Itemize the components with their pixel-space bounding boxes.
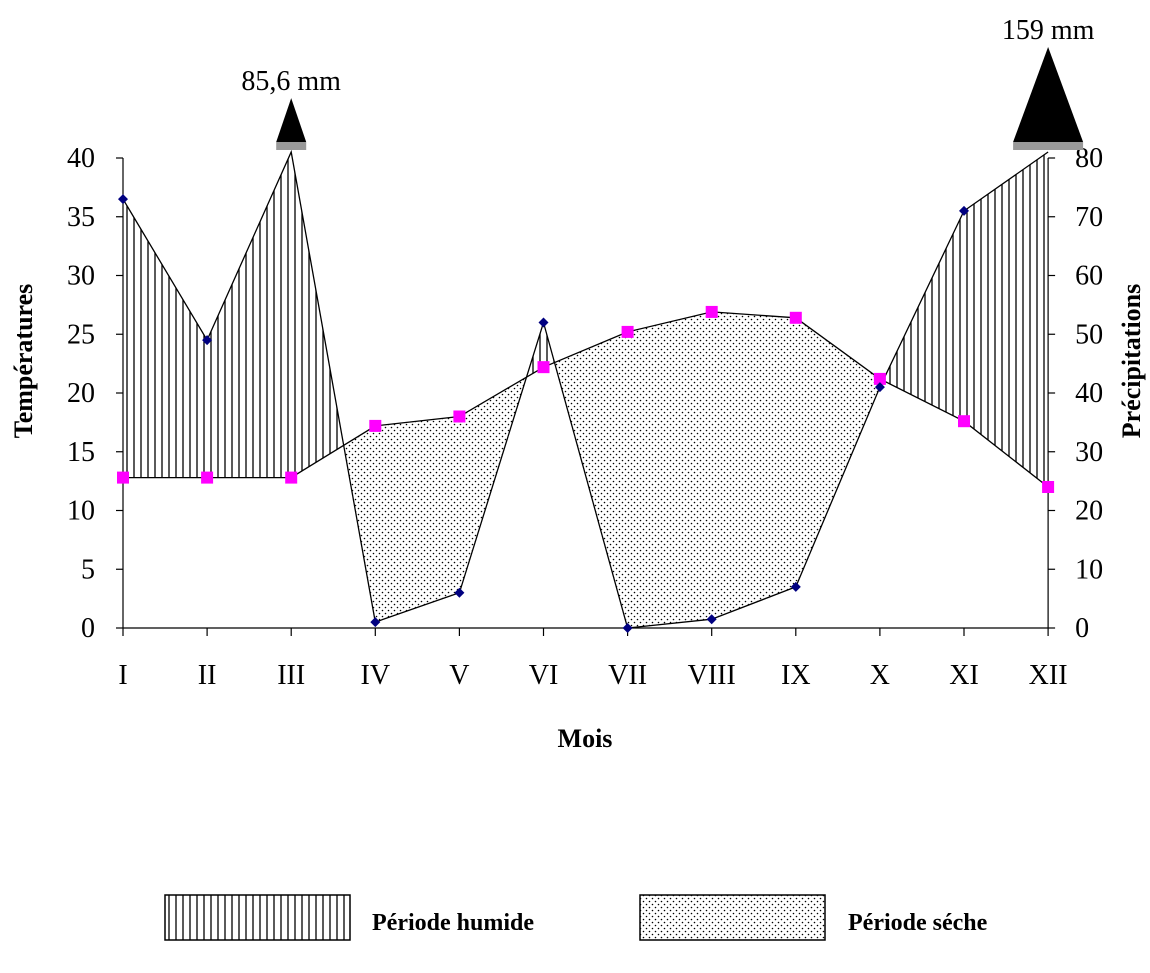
y-left-tick-label: 25 xyxy=(67,319,95,350)
x-tick-label: IV xyxy=(361,660,391,691)
x-tick-label: XI xyxy=(949,660,979,691)
peak-annotation-label: 85,6 mm xyxy=(241,66,341,97)
x-tick-label: II xyxy=(198,660,217,691)
temperature-marker xyxy=(537,361,550,374)
peak-annotations: 85,6 mm 159 mm xyxy=(241,15,1095,150)
temperature-marker xyxy=(958,415,970,428)
temperature-marker xyxy=(453,410,466,423)
climate-areas xyxy=(123,152,1049,628)
temperature-line xyxy=(123,311,1049,488)
temperature-marker xyxy=(117,471,129,484)
y-left-tick-label: 0 xyxy=(81,613,95,644)
legend: Période humide Période séche xyxy=(164,894,988,941)
y-right-tick-label: 30 xyxy=(1075,437,1103,468)
temperature-marker xyxy=(789,311,802,324)
temperature-marker xyxy=(1042,481,1055,493)
y-right-tick-label: 10 xyxy=(1075,554,1103,585)
legend-swatch-humide xyxy=(164,894,351,941)
y-left-tick-label: 35 xyxy=(67,202,95,233)
temperature-marker xyxy=(873,372,886,385)
y-left-tick-label: 40 xyxy=(67,143,95,174)
legend-swatch-seche xyxy=(639,894,826,941)
y-right-tick-label: 70 xyxy=(1075,202,1103,233)
x-tick-label: III xyxy=(277,660,305,691)
precipitation-marker xyxy=(454,587,465,598)
precipitation-marker xyxy=(959,205,969,216)
y-left-tick-label: 10 xyxy=(67,496,95,527)
y-right-tick-label: 50 xyxy=(1075,319,1103,350)
precipitation-marker xyxy=(706,614,717,625)
y-left-tick-label: 15 xyxy=(67,437,95,468)
x-tick-label: IX xyxy=(781,660,811,691)
overflow-peak-marker xyxy=(1013,47,1084,142)
temperature-marker xyxy=(369,419,382,432)
x-tick-label: XII xyxy=(1029,660,1068,691)
dry-period-area xyxy=(554,311,884,628)
x-tick-label: I xyxy=(118,660,127,691)
temperature-marker xyxy=(621,325,634,338)
precipitation-marker xyxy=(202,335,213,346)
humid-period-area xyxy=(883,152,1049,487)
x-tick-label: X xyxy=(870,660,890,691)
x-tick-label: VI xyxy=(529,660,559,691)
x-tick-label: VIII xyxy=(688,660,736,691)
series-lines xyxy=(122,149,1049,629)
y-axis-right-title: Précipitations xyxy=(1117,284,1146,439)
dry-period-area xyxy=(343,377,527,623)
y-left-tick-label: 5 xyxy=(81,554,95,585)
chart-axes xyxy=(116,157,1056,636)
y-left-tick-label: 30 xyxy=(67,261,95,292)
peak-annotation-label: 159 mm xyxy=(1002,15,1095,46)
x-tick-label: V xyxy=(449,660,469,691)
overflow-peak-base xyxy=(1013,142,1084,150)
x-axis-title: Mois xyxy=(558,724,613,753)
temperature-marker xyxy=(705,305,718,318)
temperature-marker xyxy=(201,471,214,484)
precipitation-line xyxy=(122,149,1049,629)
x-tick-label: VII xyxy=(608,660,647,691)
overflow-peak-marker xyxy=(276,98,307,142)
y-right-tick-label: 40 xyxy=(1075,378,1103,409)
precipitation-marker xyxy=(790,581,801,592)
y-right-tick-label: 0 xyxy=(1075,613,1089,644)
legend-label-seche: Période séche xyxy=(848,910,988,936)
humid-period-area xyxy=(123,152,344,478)
precipitation-marker xyxy=(370,617,381,628)
y-axis-left-title: Températures xyxy=(9,284,38,439)
precipitation-marker xyxy=(118,194,128,205)
y-right-tick-label: 20 xyxy=(1075,496,1103,527)
precipitation-marker xyxy=(538,317,549,328)
temperature-marker xyxy=(285,471,298,484)
series-markers xyxy=(117,194,1055,633)
y-right-tick-label: 60 xyxy=(1075,261,1103,292)
y-left-tick-label: 20 xyxy=(67,378,95,409)
precipitation-marker xyxy=(622,623,633,633)
precipitation-marker xyxy=(874,382,885,393)
overflow-peak-base xyxy=(276,142,307,150)
legend-label-humide: Période humide xyxy=(372,910,534,936)
